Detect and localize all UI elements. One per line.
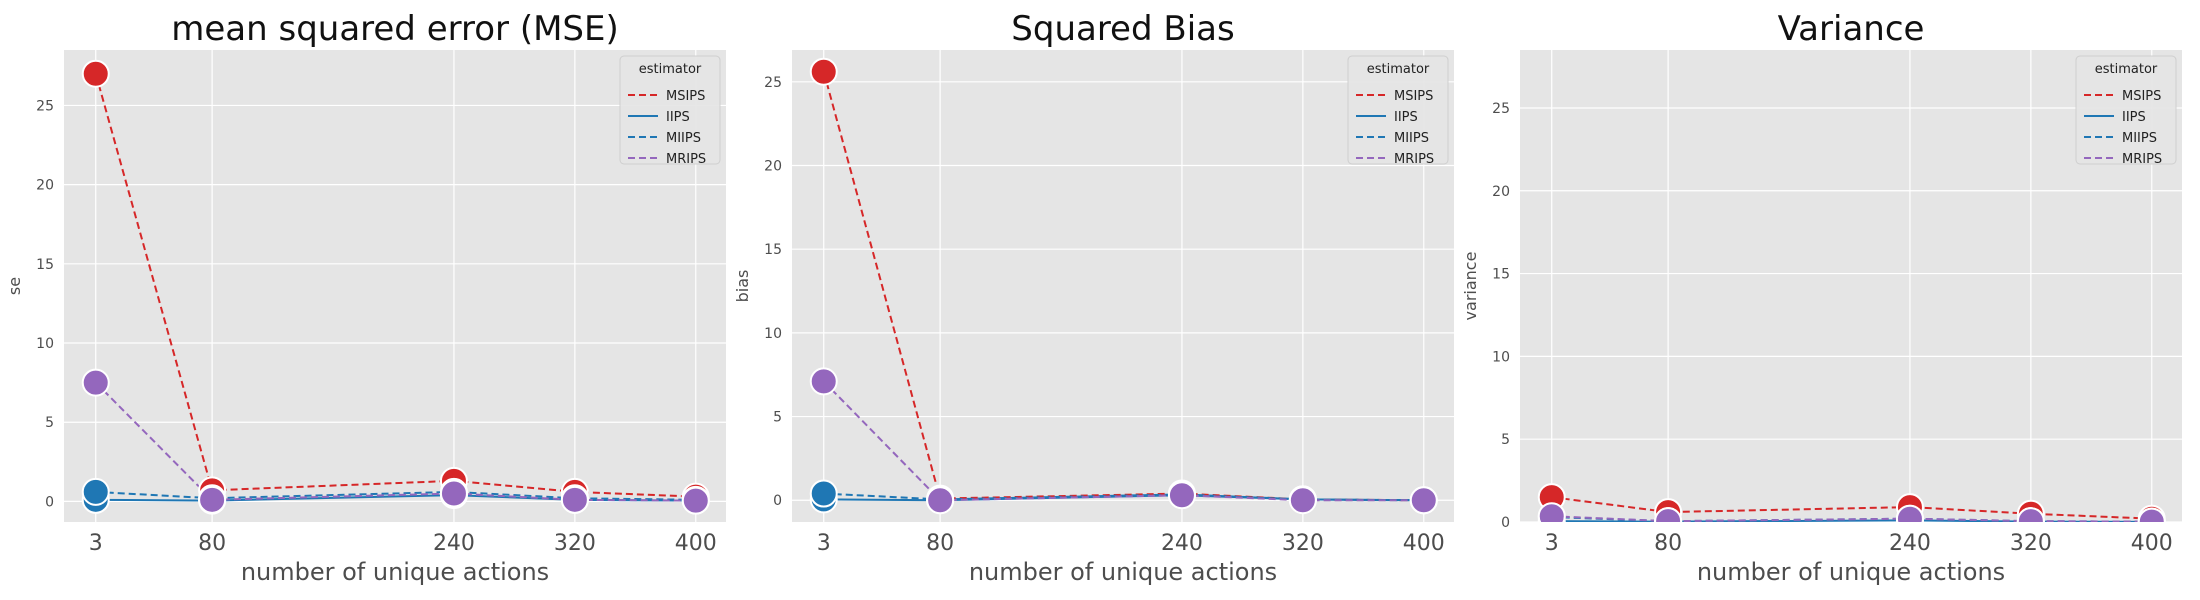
y-tick-label: 5: [1501, 432, 1510, 448]
data-point-mrips: [926, 486, 955, 515]
x-tick-label: 400: [2131, 531, 2173, 556]
data-point-msips: [81, 59, 110, 88]
y-tick-label: 25: [36, 98, 54, 114]
x-tick-label: 80: [926, 531, 954, 556]
data-point-mrips: [1654, 507, 1683, 522]
legend-label-mrips: MRIPS: [1394, 152, 1434, 167]
y-tick-label: 15: [764, 242, 782, 258]
series-group: [81, 59, 710, 515]
data-point-mrips: [1288, 486, 1317, 515]
y-tick-label: 25: [1492, 101, 1510, 117]
data-point-msips: [809, 57, 838, 86]
y-tick-label: 0: [45, 494, 54, 510]
legend-label-mrips: MRIPS: [2122, 152, 2162, 167]
y-tick-label: 20: [764, 158, 782, 174]
legend: estimator MSIPS IIPS MIIPS MRIPS: [1347, 55, 1449, 167]
y-tick-label: 5: [45, 415, 54, 431]
chart-title: Squared Bias: [1011, 9, 1234, 49]
series-line-msips: [1551, 496, 2152, 520]
data-point-mrips: [681, 486, 710, 515]
y-tick-label: 15: [1492, 267, 1510, 283]
legend-label-miips: MIIPS: [1394, 131, 1429, 146]
data-point-mrips: [1409, 486, 1438, 515]
legend-label-miips: MIIPS: [2122, 131, 2157, 146]
y-axis-label: variance: [1461, 252, 1480, 321]
legend-title: estimator: [2095, 62, 2158, 77]
x-axis-label: number of unique actions: [1697, 558, 2005, 586]
data-point-mrips: [809, 367, 838, 396]
x-axis-label: number of unique actions: [969, 558, 1277, 586]
legend-title: estimator: [639, 62, 702, 77]
x-tick-label: 3: [89, 531, 103, 556]
chart-title: Variance: [1778, 9, 1925, 49]
legend-label-msips: MSIPS: [1394, 89, 1433, 104]
legend-label-mrips: MRIPS: [666, 152, 706, 167]
data-point-miips: [809, 479, 838, 508]
y-tick-label: 0: [1501, 515, 1510, 531]
x-tick-label: 240: [1889, 531, 1931, 556]
legend-label-msips: MSIPS: [2122, 89, 2161, 104]
data-point-mrips: [2137, 507, 2166, 522]
data-point-mrips: [1537, 502, 1566, 522]
series-group: [809, 57, 1438, 515]
y-tick-label: 15: [36, 257, 54, 273]
x-tick-label: 80: [1654, 531, 1682, 556]
x-tick-label: 3: [1545, 531, 1559, 556]
x-tick-label: 240: [1161, 531, 1203, 556]
chart-panel-3: 0 5 10 15 20 25 3 80 240 320 400 Variance number of …: [1461, 9, 2182, 586]
x-tick-label: 320: [554, 531, 596, 556]
legend: estimator MSIPS IIPS MIIPS MRIPS: [2075, 55, 2177, 167]
data-point-mrips: [2016, 507, 2045, 522]
data-point-mrips: [1895, 504, 1924, 522]
x-tick-label: 400: [1403, 531, 1445, 556]
y-tick-label: 25: [764, 75, 782, 91]
legend-title: estimator: [1367, 62, 1430, 77]
x-tick-label: 3: [817, 531, 831, 556]
y-tick-label: 20: [36, 178, 54, 194]
x-tick-label: 320: [1282, 531, 1324, 556]
series-group: [1537, 483, 2166, 522]
y-tick-label: 5: [773, 410, 782, 426]
x-tick-label: 80: [198, 531, 226, 556]
chart-title: mean squared error (MSE): [171, 9, 619, 49]
x-axis-label: number of unique actions: [241, 558, 549, 586]
x-tick-label: 240: [433, 531, 475, 556]
legend-label-iips: IIPS: [1394, 110, 1418, 125]
x-tick-label: 400: [675, 531, 717, 556]
plot-area: [64, 50, 726, 522]
legend: estimator MSIPS IIPS MIIPS MRIPS: [619, 55, 721, 167]
plot-area: [792, 50, 1454, 522]
y-tick-label: 10: [36, 336, 54, 352]
x-tick-label: 320: [2010, 531, 2052, 556]
legend-label-msips: MSIPS: [666, 89, 705, 104]
y-axis-label: bias: [733, 270, 752, 303]
data-point-mrips: [1167, 481, 1196, 510]
legend-label-iips: IIPS: [2122, 110, 2146, 125]
legend-label-miips: MIIPS: [666, 131, 701, 146]
y-axis-label: se: [5, 277, 24, 295]
data-point-mrips: [560, 485, 589, 514]
y-tick-label: 20: [1492, 184, 1510, 200]
plot-area: [1520, 50, 2182, 522]
legend-label-iips: IIPS: [666, 110, 690, 125]
y-tick-label: 10: [1492, 349, 1510, 365]
y-tick-label: 10: [764, 326, 782, 342]
data-point-mrips: [81, 368, 110, 397]
data-point-mrips: [439, 479, 468, 508]
chart-panel-2: 0 5 10 15 20 25 3 80 240 320 400 Squared Bias number…: [733, 9, 1454, 586]
data-point-mrips: [198, 485, 227, 514]
chart-panel-1: 0 5 10 15 20 25 3 80 240 320 400 mean squared error…: [5, 9, 726, 586]
y-tick-label: 0: [773, 493, 782, 509]
data-point-miips: [81, 477, 110, 506]
